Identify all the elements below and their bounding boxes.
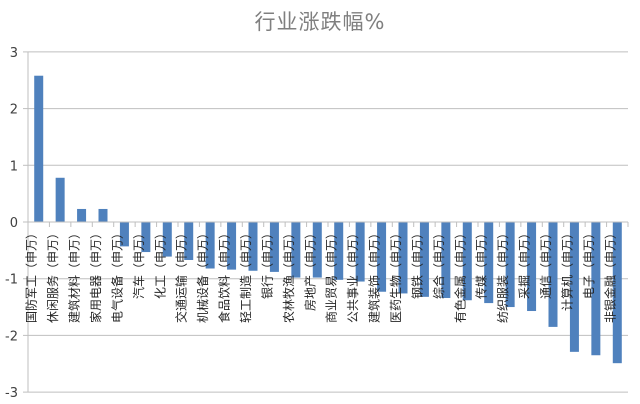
bar [441, 222, 451, 298]
bar [98, 208, 108, 222]
bar [377, 222, 387, 292]
bar [355, 222, 365, 282]
x-tick-label: 通信（申万） [539, 227, 553, 299]
x-tick-label: 银行（申万） [260, 227, 274, 299]
x-tick-label: 休闲服务（申万） [45, 227, 60, 323]
x-tick-label: 房地产（申万） [302, 227, 317, 311]
bar [184, 222, 194, 260]
y-tick-label: -1 [5, 273, 18, 288]
y-tick-label: 0 [10, 216, 18, 231]
bar [227, 222, 237, 270]
bar [569, 222, 579, 352]
x-tick-label: 电子（申万） [582, 227, 596, 299]
bar [334, 222, 344, 280]
x-tick-label: 建筑装饰（申万） [367, 227, 382, 323]
x-tick-label: 商业贸易（申万） [324, 227, 339, 323]
y-tick-label: 2 [10, 103, 18, 118]
x-tick-label: 计算机（申万） [559, 227, 574, 311]
bar [462, 222, 472, 301]
bar [312, 222, 322, 278]
x-tick-label: 建筑材料（申万） [67, 227, 82, 323]
bar-series [34, 75, 622, 364]
x-tick-label: 钢铁（申万） [410, 227, 424, 299]
x-tick-label: 化工（申万） [153, 227, 167, 299]
x-tick-label: 公共事业（申万） [346, 227, 360, 323]
bar [77, 208, 87, 222]
bar [291, 222, 301, 278]
x-tick-label: 食品饮料（申万） [217, 227, 232, 323]
bar [205, 222, 215, 269]
bar [248, 222, 258, 271]
x-tick-label: 轻工制造（申万） [239, 227, 253, 323]
bar [612, 222, 622, 364]
bar [505, 222, 515, 308]
x-tick-label: 传媒（申万） [474, 227, 489, 299]
bar [591, 222, 601, 356]
y-tick-label: 1 [10, 159, 18, 174]
x-tick-label: 非银金融（申万） [602, 227, 617, 323]
x-axis-labels: 国防军工（申万） 休闲服务（申万） 建筑材料（申万） 家用电器（申万） 电气设备（申万）… [24, 227, 618, 323]
x-tick-label: 交通运输（申万） [174, 227, 189, 323]
x-axis [27, 221, 629, 227]
x-tick-label: 农林牧渔（申万） [282, 227, 296, 323]
y-axis: 3 2 1 0 -1 -2 -3 [5, 46, 29, 401]
x-tick-label: 电气设备（申万） [109, 227, 124, 323]
bar [548, 222, 558, 327]
bar [419, 222, 429, 297]
y-tick-label: -2 [5, 329, 18, 344]
x-tick-label: 综合（申万） [431, 227, 446, 299]
x-tick-label: 纺织服装（申万） [496, 227, 510, 323]
x-tick-label: 机械设备（申万） [195, 227, 210, 323]
bar [398, 222, 408, 294]
y-tick-label: -3 [5, 386, 18, 401]
bar [484, 222, 494, 304]
chart-title: 行业涨跌幅% [254, 10, 386, 34]
bar [527, 222, 537, 312]
bar [269, 222, 279, 272]
bar [55, 177, 65, 222]
x-tick-label: 国防军工（申万） [24, 227, 39, 323]
bar [141, 222, 151, 253]
x-tick-label: 采掘（申万） [517, 227, 532, 299]
bar [162, 222, 172, 257]
y-tick-label: 3 [10, 46, 18, 61]
bar [119, 222, 129, 247]
x-tick-label: 家用电器（申万） [88, 227, 103, 323]
x-tick-label: 汽车（申万） [131, 227, 146, 299]
bar [34, 75, 44, 223]
x-tick-label: 医药生物（申万） [389, 227, 403, 323]
x-tick-label: 有色金属（申万） [452, 227, 467, 323]
